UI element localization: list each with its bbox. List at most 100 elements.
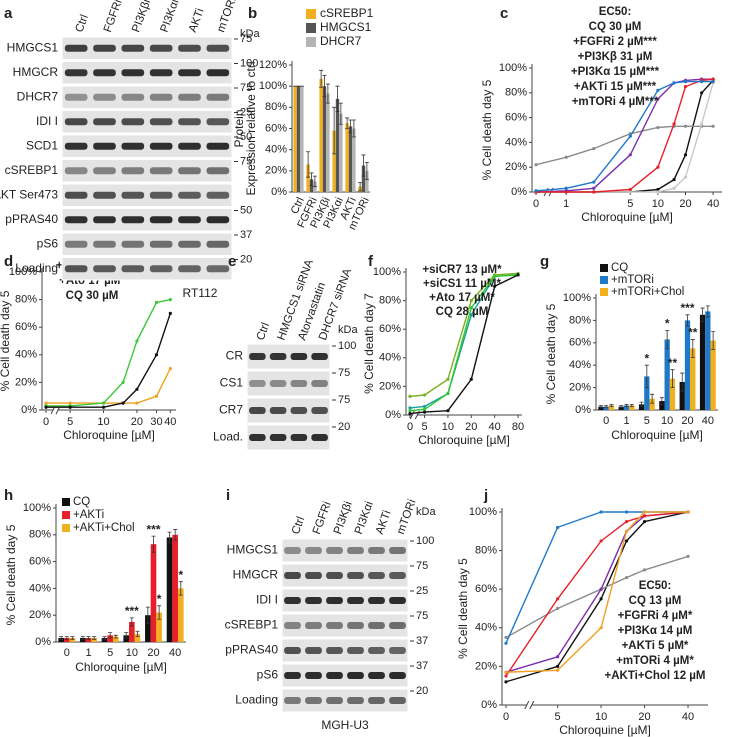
bar <box>649 398 655 410</box>
kda-value: 100 <box>240 57 258 69</box>
band <box>64 69 88 77</box>
panel-letter: c <box>500 5 508 22</box>
data-point <box>408 394 412 399</box>
y-tick-label: 100% <box>469 506 497 518</box>
data-point <box>564 155 568 159</box>
kda-value: 75 <box>416 560 428 572</box>
bar <box>345 123 349 192</box>
column-label: mTORi <box>215 0 239 34</box>
panel-letter: g <box>540 253 549 270</box>
curve <box>505 511 688 673</box>
legend-label: +mTORi <box>611 274 654 286</box>
band <box>284 547 301 554</box>
x-tick-label: 80 <box>512 421 524 433</box>
row-label: IDI I <box>256 593 278 607</box>
band <box>290 407 308 414</box>
panel-letter: e <box>228 253 236 270</box>
x-tick-label: 20 <box>681 415 693 427</box>
data-point <box>624 539 629 543</box>
y-tick-label: 120% <box>259 59 287 71</box>
bar <box>300 86 304 192</box>
band <box>284 697 301 704</box>
band <box>326 647 343 654</box>
blot-strip <box>281 638 409 663</box>
x-tick-label: 40 <box>164 416 176 428</box>
band <box>389 572 406 579</box>
data-point <box>700 122 704 126</box>
data-point <box>469 306 473 310</box>
x-axis-label: Chloroquine [µM] <box>559 723 651 737</box>
bar <box>85 637 92 642</box>
bar <box>629 405 635 410</box>
data-point <box>556 655 560 659</box>
legend-swatch <box>62 524 70 532</box>
band <box>326 697 343 704</box>
legend-swatch <box>62 498 70 506</box>
data-point <box>642 520 647 524</box>
x-axis-label: Chloroquine [µM] <box>581 210 673 224</box>
data-point <box>592 190 596 194</box>
y-tick-label: 0% <box>385 409 401 421</box>
kda-value: 37 <box>416 635 428 647</box>
x-tick-label: 10 <box>442 421 454 433</box>
significance: * <box>665 317 670 331</box>
error-bar <box>598 405 603 409</box>
x-tick-label: 5 <box>421 421 427 433</box>
y-tick-label: 60% <box>505 112 527 124</box>
x-tick-label: 10 <box>661 415 673 427</box>
curve <box>535 125 714 166</box>
panel-letter: i <box>226 487 230 504</box>
kda-value: 20 <box>240 253 252 265</box>
row-label: Loading <box>15 261 58 275</box>
band <box>347 597 364 604</box>
data-point <box>504 670 508 674</box>
error-bar <box>690 339 695 358</box>
data-point <box>469 377 473 381</box>
data-point <box>154 300 159 304</box>
data-point <box>564 186 568 190</box>
band <box>121 93 145 101</box>
data-point <box>493 274 497 278</box>
bar <box>326 93 330 192</box>
bar <box>80 637 86 642</box>
panel-letter: d <box>4 253 13 270</box>
bar <box>710 340 716 410</box>
error-bar <box>639 401 644 408</box>
y-tick-label: 40% <box>265 144 287 156</box>
data-point <box>711 124 715 128</box>
data-point <box>683 124 688 128</box>
y-tick-label: 40% <box>379 352 401 364</box>
x-tick-label: 20 <box>465 421 477 433</box>
y-tick-label: 20% <box>505 161 527 173</box>
row-label: cSREBP1 <box>225 618 279 632</box>
bar <box>638 404 645 410</box>
error-bar <box>124 632 129 639</box>
data-point <box>642 514 647 518</box>
error-bar <box>319 69 324 88</box>
legend-label: +FGFRi 4 µM* <box>618 610 693 622</box>
band <box>305 697 322 704</box>
error-bar <box>644 364 649 388</box>
y-tick-label: 20% <box>29 609 51 621</box>
band <box>305 647 322 654</box>
legend-label: +AKTi+Chol <box>73 522 135 534</box>
data-point <box>422 410 427 414</box>
data-point <box>556 664 560 669</box>
data-point <box>422 393 427 397</box>
error-bar <box>604 405 609 409</box>
band <box>389 597 406 604</box>
data-point <box>672 178 676 182</box>
band <box>311 434 328 441</box>
y-tick-label: 20% <box>15 376 37 388</box>
axis-break-gap <box>526 703 532 707</box>
data-point <box>556 597 560 601</box>
band <box>290 434 308 441</box>
legend-label: +Ato 17 µM* <box>429 292 495 304</box>
legend-swatch <box>600 264 608 272</box>
y-axis-label: Expression relative to ctrl <box>244 61 258 195</box>
blot-strip <box>61 257 233 281</box>
data-point <box>446 409 450 413</box>
band <box>311 407 328 414</box>
data-point <box>154 353 159 357</box>
kda-value: 20 <box>338 421 350 433</box>
